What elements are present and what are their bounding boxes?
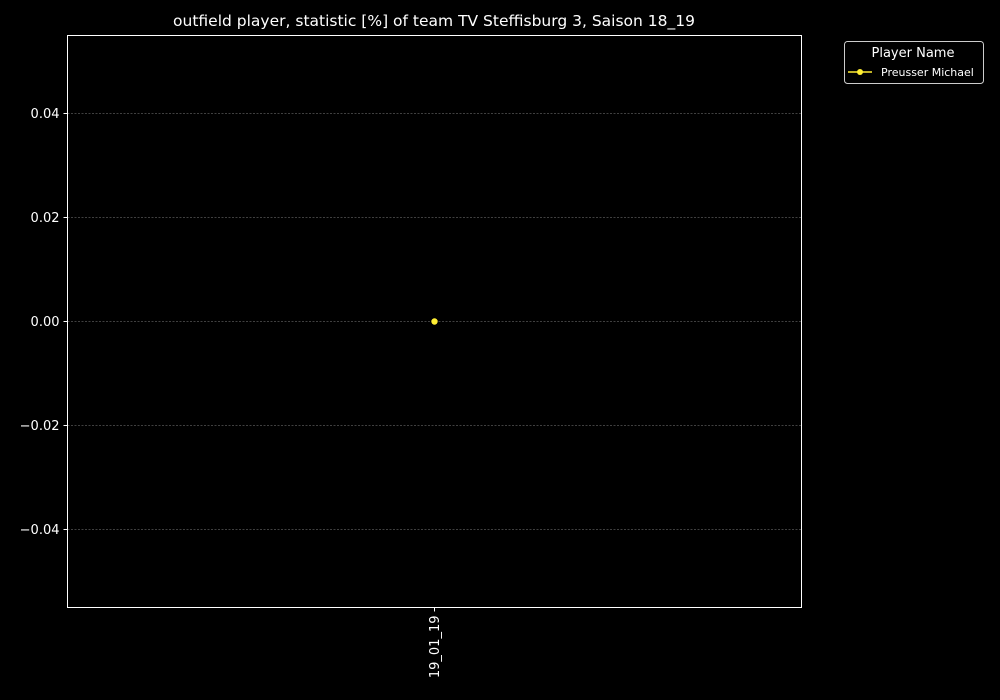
legend: Player Name Preusser Michael	[844, 41, 984, 84]
chart-title: outfield player, statistic [%] of team T…	[173, 12, 695, 31]
x-tick-label: 19_01_19	[428, 616, 443, 679]
data-point	[431, 318, 438, 325]
legend-point-marker	[857, 69, 863, 75]
y-tick-label: 0.00	[31, 315, 60, 330]
legend-entry: Preusser Michael	[848, 66, 974, 79]
y-tick-label: 0.02	[31, 211, 60, 226]
y-axis: −0.04 −0.02 0.00 0.02 0.04	[20, 107, 68, 538]
legend-label: Preusser Michael	[881, 66, 974, 79]
series-0	[431, 318, 438, 325]
legend-box	[844, 41, 984, 84]
y-tick-label: −0.04	[20, 523, 60, 538]
x-axis: 19_01_19	[428, 607, 443, 679]
y-tick-label: −0.02	[20, 419, 60, 434]
y-tick-label: 0.04	[31, 107, 60, 122]
legend-entries: Preusser Michael	[848, 66, 974, 79]
series-group	[431, 318, 438, 325]
legend-title: Player Name	[872, 46, 955, 61]
plot-frame	[67, 35, 802, 608]
